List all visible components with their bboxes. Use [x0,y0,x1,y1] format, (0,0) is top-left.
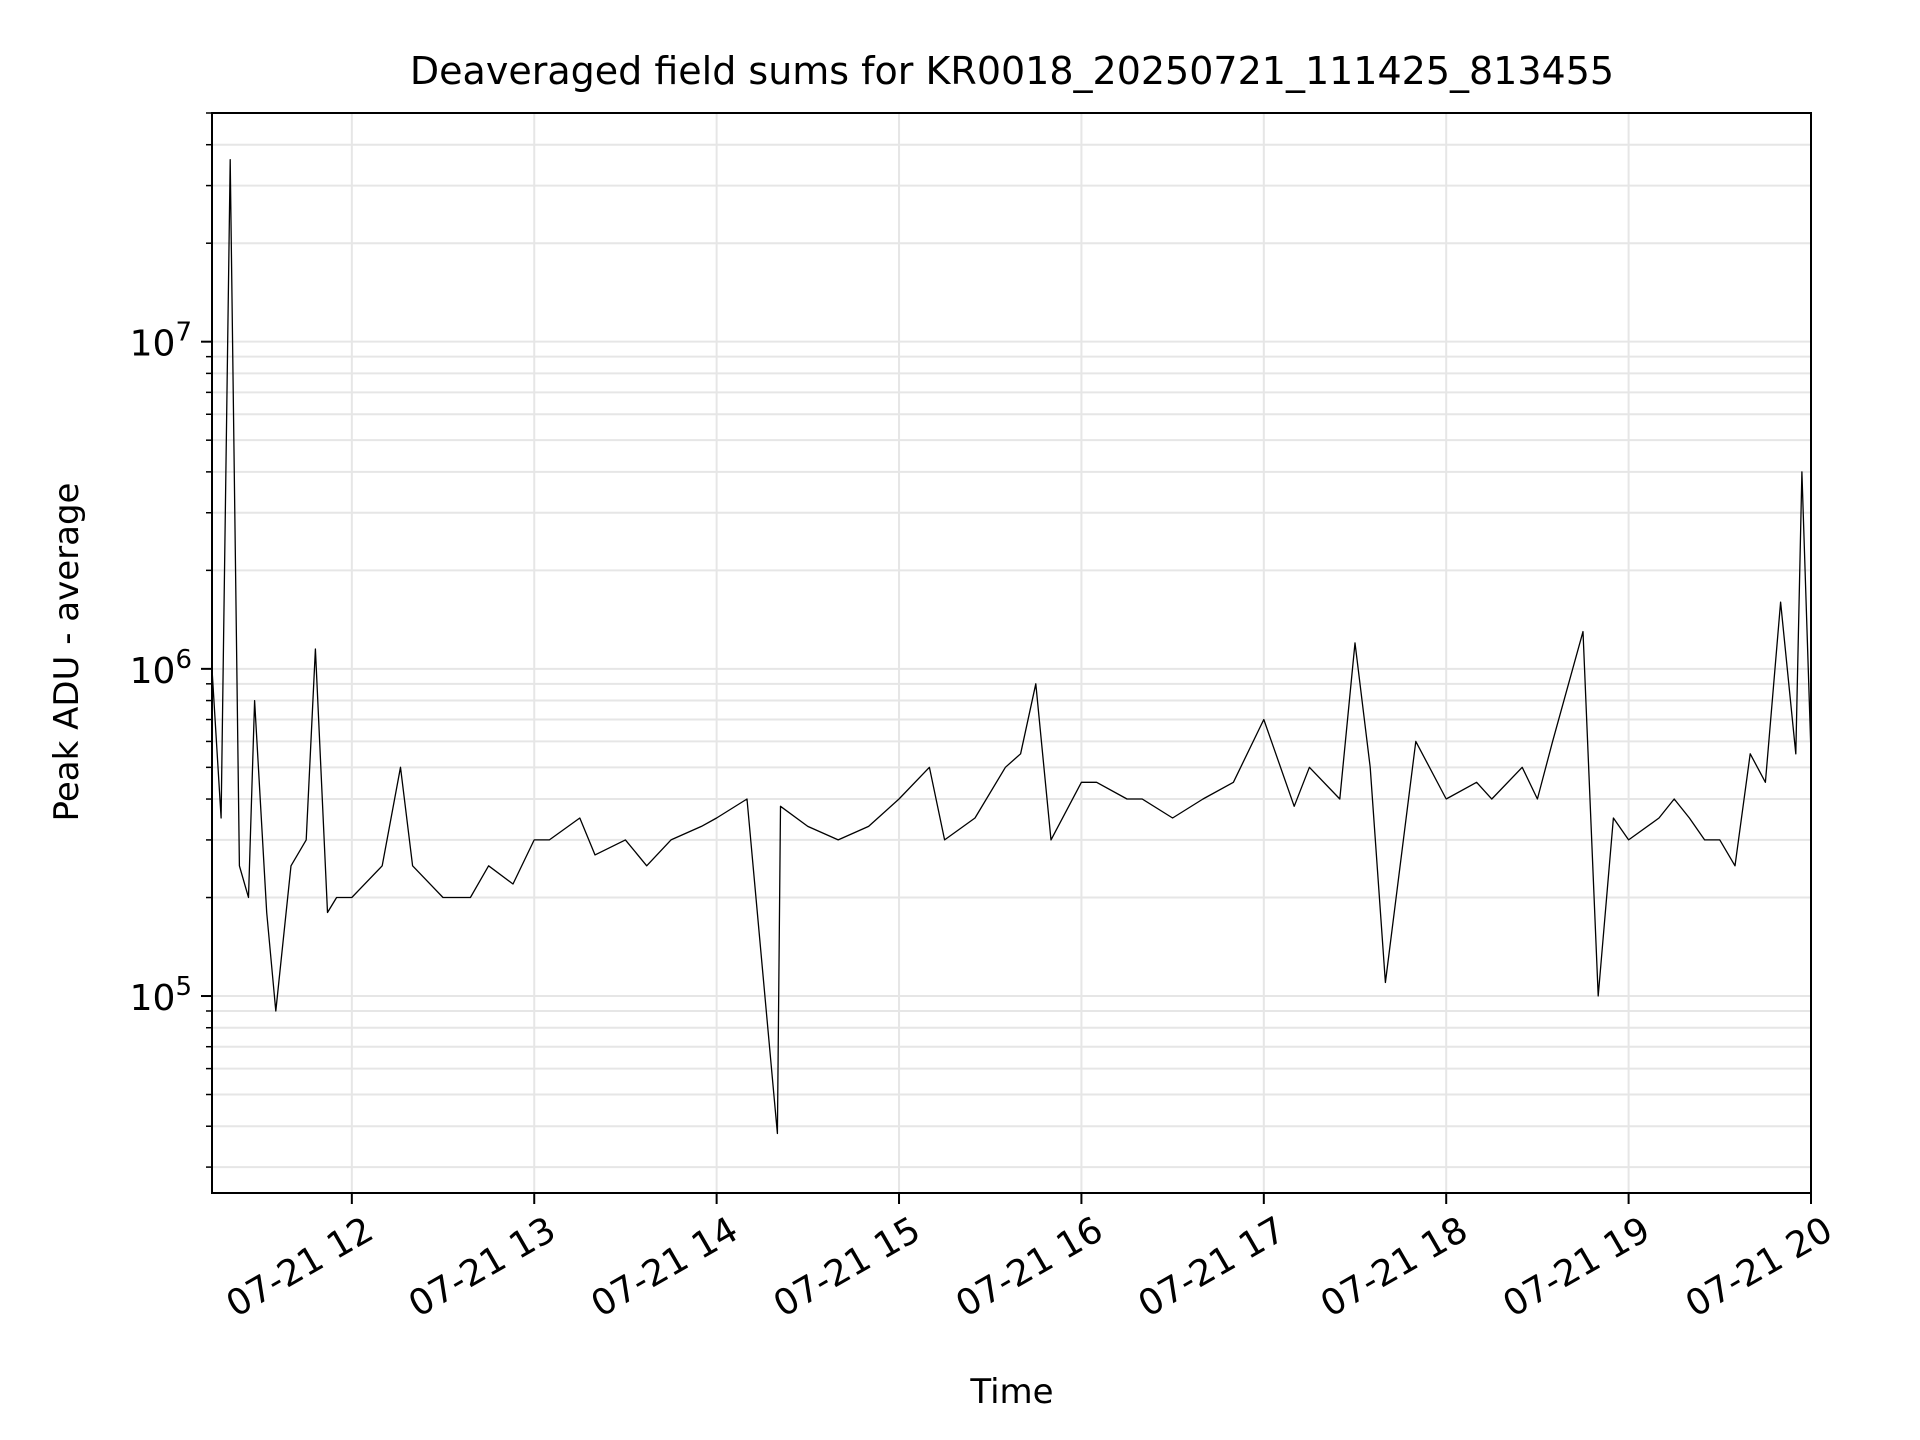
axes-frame [211,112,1812,1194]
x-axis-label: Time [969,1372,1053,1412]
y-axis-label: Peak ADU - average [47,483,87,822]
y-axis: 105 106 107 [130,112,212,1168]
y-tick-label: 105 [130,972,192,1019]
y-tick-label: 107 [130,318,192,365]
grid [212,112,1812,1193]
chart-title: Deaveraged field sums for KR0018_2025072… [410,49,1614,93]
plot-area [211,159,1812,1135]
y-tick-label: 106 [130,645,192,692]
series-line [211,159,1812,1135]
